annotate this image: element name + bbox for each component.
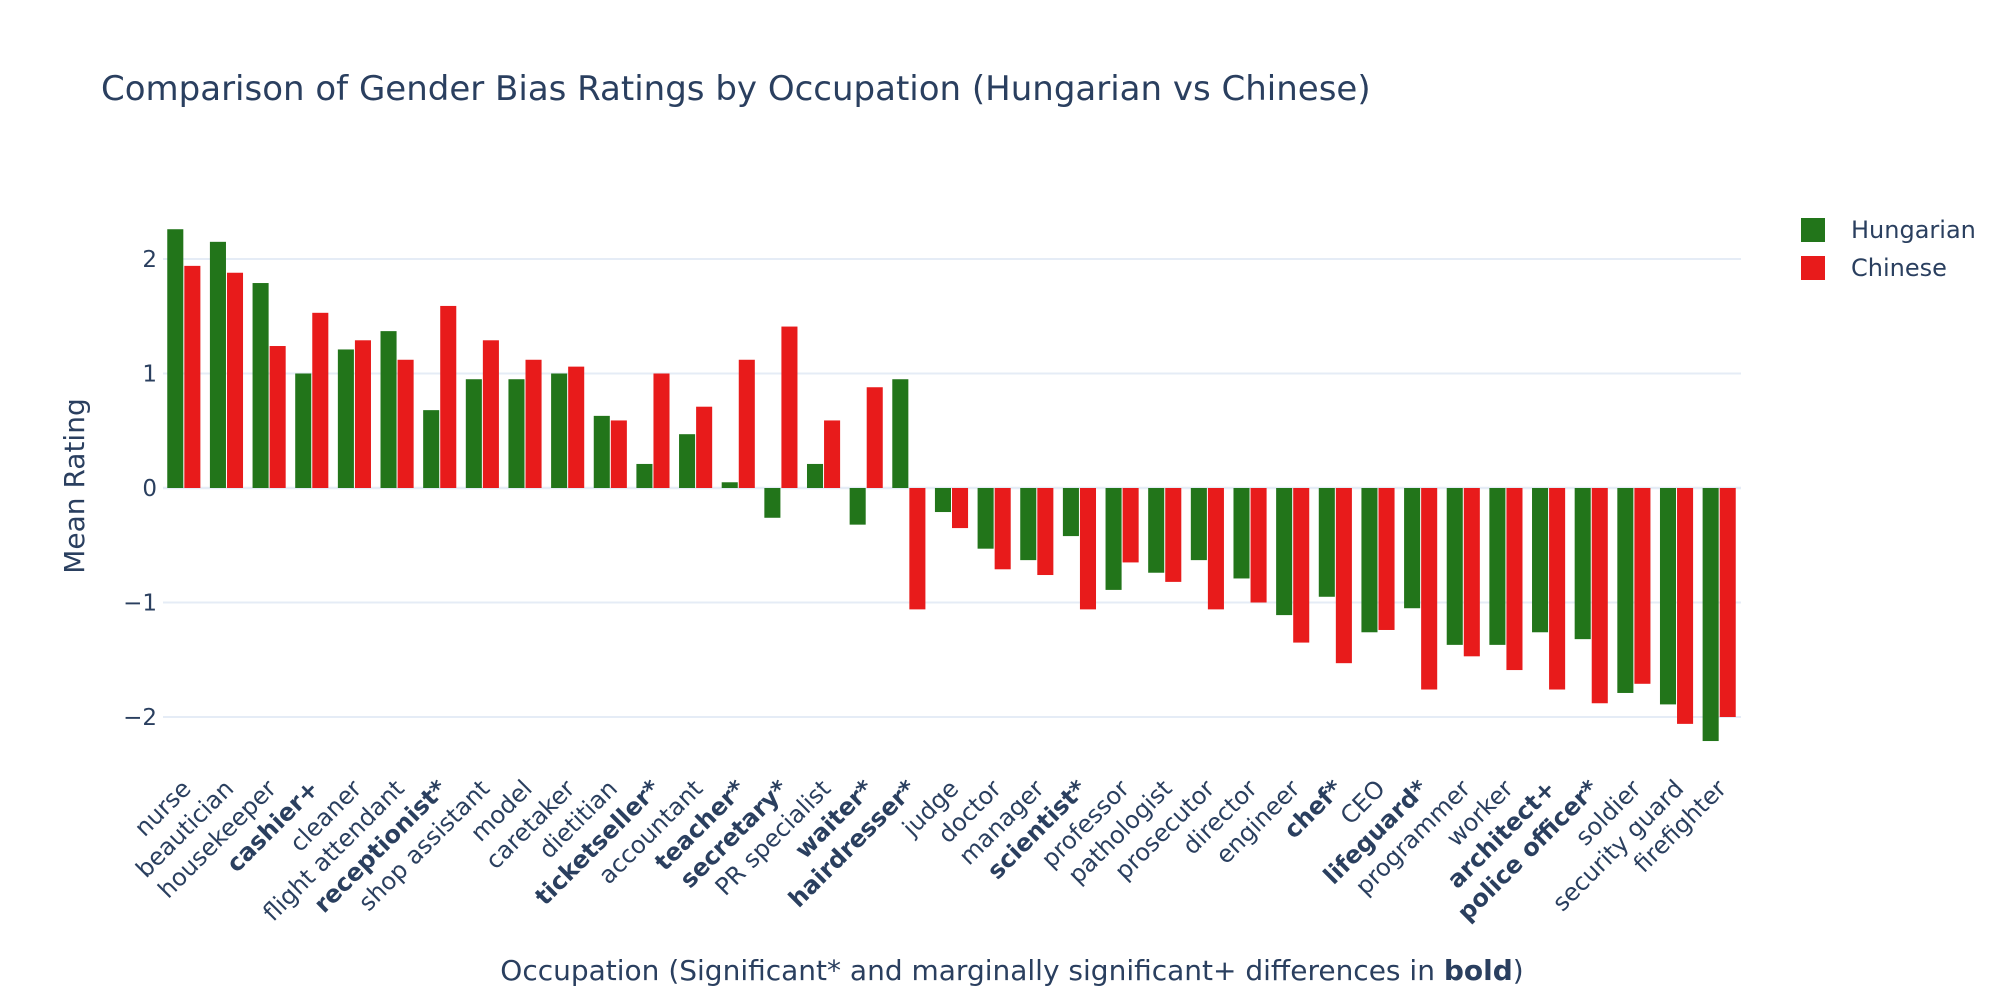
bar-hungarian-engineer[interactable] [1276, 488, 1293, 616]
bar-hungarian-pathologist[interactable] [1148, 488, 1165, 573]
bar-hungarian-ceo[interactable] [1361, 488, 1378, 633]
bar-hungarian-accountant[interactable] [679, 434, 696, 488]
bar-chinese-beautician[interactable] [226, 272, 244, 488]
bar-hungarian-professor[interactable] [1105, 488, 1122, 590]
bar-chinese-doctor[interactable] [994, 488, 1011, 570]
bar-chinese-prosecutor[interactable] [1207, 488, 1224, 610]
bar-hungarian-teacher[interactable] [721, 482, 738, 488]
bar-hungarian-worker[interactable] [1489, 488, 1506, 645]
bar-chinese-caretaker[interactable] [568, 366, 585, 488]
bar-chinese-worker[interactable] [1506, 488, 1523, 671]
bar-chinese-chef[interactable] [1335, 488, 1352, 664]
y-tick-label: 0 [142, 476, 157, 502]
legend-swatch-hungarian[interactable] [1801, 218, 1825, 242]
y-axis-ticks: 2 1 0 −1 −2 [123, 247, 157, 731]
bar-hungarian-cleaner[interactable] [337, 349, 354, 488]
bar-hungarian-scientist[interactable] [1062, 488, 1079, 537]
bar-chinese-scientist[interactable] [1079, 488, 1097, 610]
bar-hungarian-housekeeper[interactable] [252, 283, 269, 488]
bar-hungarian-soldier[interactable] [1617, 488, 1634, 693]
y-tick-label: 1 [142, 362, 157, 388]
bar-chinese-professor[interactable] [1122, 488, 1139, 563]
bar-hungarian-police-officer[interactable] [1574, 488, 1591, 640]
bar-chinese-nurse[interactable] [184, 265, 201, 488]
bar-chinese-accountant[interactable] [696, 406, 713, 488]
bar-chinese-police-officer[interactable] [1591, 488, 1608, 704]
bar-chinese-director[interactable] [1250, 488, 1267, 603]
x-axis-ticks: nursebeauticianhousekeepercashier+cleane… [129, 774, 1732, 927]
bar-hungarian-cashier[interactable] [295, 373, 312, 489]
bar-hungarian-beautician[interactable] [209, 241, 226, 488]
x-axis-title-part: Occupation (Significant* and marginally … [500, 954, 1444, 987]
bar-chinese-cashier[interactable] [312, 312, 329, 488]
bars [167, 229, 1736, 742]
bar-hungarian-receptionist[interactable] [423, 410, 440, 488]
y-tick-label: −1 [123, 591, 157, 617]
bar-hungarian-pr-specialist[interactable] [806, 463, 824, 488]
chart-title: Comparison of Gender Bias Ratings by Occ… [101, 69, 1371, 109]
bar-chinese-manager[interactable] [1037, 488, 1054, 576]
legend[interactable]: Hungarian Chinese [1801, 216, 1976, 282]
legend-label-chinese[interactable]: Chinese [1851, 254, 1947, 282]
bar-hungarian-firefighter[interactable] [1702, 488, 1719, 742]
bar-hungarian-programmer[interactable] [1446, 488, 1463, 645]
bar-hungarian-dietitian[interactable] [593, 415, 610, 488]
bar-hungarian-model[interactable] [508, 379, 525, 488]
bar-chinese-architect[interactable] [1549, 488, 1566, 690]
bar-hungarian-director[interactable] [1233, 488, 1250, 579]
bar-chinese-firefighter[interactable] [1719, 488, 1736, 717]
legend-label-hungarian[interactable]: Hungarian [1851, 216, 1976, 244]
bar-hungarian-caretaker[interactable] [551, 373, 568, 489]
bar-chinese-hairdresser[interactable] [909, 488, 926, 610]
bar-hungarian-hairdresser[interactable] [892, 379, 909, 488]
bar-chinese-dietitian[interactable] [610, 420, 627, 488]
bar-hungarian-architect[interactable] [1532, 488, 1549, 633]
bar-hungarian-prosecutor[interactable] [1190, 488, 1207, 561]
bar-hungarian-nurse[interactable] [167, 229, 184, 489]
bar-chinese-housekeeper[interactable] [269, 346, 286, 488]
bar-chinese-ceo[interactable] [1378, 488, 1395, 630]
bar-chinese-judge[interactable] [952, 488, 969, 529]
bar-hungarian-ticketseller[interactable] [636, 463, 653, 488]
bar-hungarian-doctor[interactable] [977, 488, 994, 549]
bar-chinese-security-guard[interactable] [1677, 488, 1694, 724]
bar-chinese-soldier[interactable] [1634, 488, 1651, 684]
bar-hungarian-chef[interactable] [1318, 488, 1335, 597]
bar-hungarian-manager[interactable] [1020, 488, 1037, 561]
x-axis-title: Occupation (Significant* and marginally … [500, 954, 1523, 987]
bar-hungarian-secretary[interactable] [764, 488, 781, 518]
bar-hungarian-judge[interactable] [934, 488, 951, 513]
bar-chinese-flight-attendant[interactable] [397, 359, 414, 488]
bar-chinese-shop-assistant[interactable] [482, 340, 499, 488]
bar-hungarian-shop-assistant[interactable] [465, 379, 482, 488]
x-axis-title-bold-part: bold [1444, 954, 1513, 987]
bar-hungarian-security-guard[interactable] [1659, 488, 1677, 705]
bar-chinese-waiter[interactable] [866, 387, 883, 488]
bar-chinese-model[interactable] [525, 359, 542, 488]
bar-chinese-engineer[interactable] [1293, 488, 1310, 643]
bar-chinese-lifeguard[interactable] [1421, 488, 1438, 690]
x-axis-title-part: ) [1513, 954, 1524, 987]
bar-chinese-cleaner[interactable] [354, 340, 371, 488]
bar-chinese-secretary[interactable] [781, 326, 798, 488]
bar-hungarian-waiter[interactable] [849, 488, 866, 525]
y-axis-title: Mean Rating [58, 398, 91, 573]
bar-chinese-teacher[interactable] [738, 359, 755, 488]
y-tick-label: −2 [123, 705, 157, 731]
bar-hungarian-lifeguard[interactable] [1404, 488, 1421, 609]
bar-chinese-programmer[interactable] [1463, 488, 1480, 657]
bar-hungarian-flight-attendant[interactable] [380, 331, 397, 488]
y-tick-label: 2 [142, 247, 157, 273]
bar-chinese-receptionist[interactable] [440, 305, 457, 488]
bar-chinese-ticketseller[interactable] [653, 373, 670, 489]
legend-swatch-chinese[interactable] [1801, 256, 1825, 280]
bar-chinese-pathologist[interactable] [1165, 488, 1182, 582]
bar-chinese-pr-specialist[interactable] [824, 420, 841, 488]
